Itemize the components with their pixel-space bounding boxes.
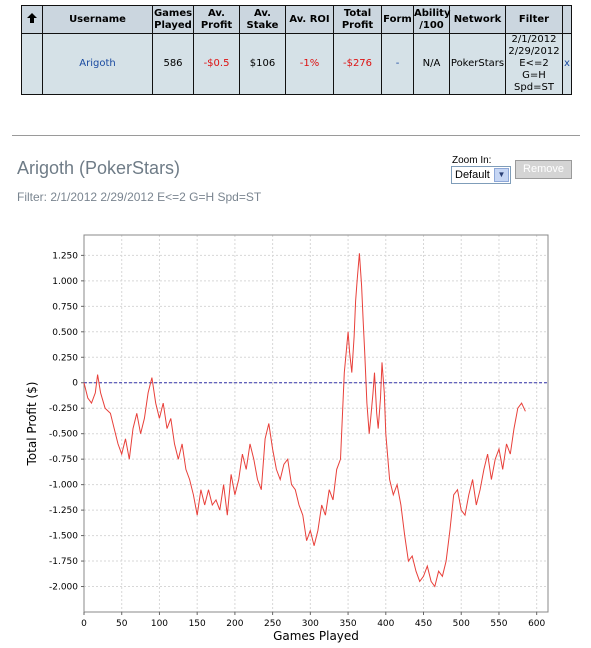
x-axis-label: Games Played — [273, 629, 359, 643]
y-axis-label: Total Profit ($) — [25, 382, 39, 467]
y-tick-label: 0.250 — [52, 353, 78, 363]
filter-summary: Filter: 2/1/2012 2/29/2012 E<=2 G=H Spd=… — [17, 190, 262, 204]
y-tick-label: -1.750 — [49, 557, 78, 567]
col-av-profit[interactable]: Av. Profit — [193, 5, 240, 34]
col-label: Played — [154, 19, 192, 31]
chevron-down-icon[interactable]: ▼ — [494, 168, 509, 182]
filter-line: 2/29/2012 — [508, 46, 560, 57]
x-tick-label: 500 — [453, 619, 470, 629]
filter-line: 2/1/2012 — [511, 34, 557, 45]
table-row: Arigoth 586 -$0.5 $106 -1% -$276 - N/A P… — [21, 33, 572, 95]
axis-ticks: 0 50 100 150 200 250 300 350 400 450 500 550 600 1.25… — [49, 251, 546, 629]
col-label: Av. ROI — [289, 13, 330, 25]
col-label: Form — [383, 13, 412, 25]
col-games-played[interactable]: Games Played — [152, 5, 194, 34]
form-cell: - — [381, 33, 414, 95]
av-roi-cell: -1% — [285, 33, 334, 95]
col-label: Av. — [254, 7, 271, 19]
x-tick-label: 600 — [528, 619, 545, 629]
section-divider — [12, 135, 580, 136]
filter-line: E<=2 G=H — [519, 58, 549, 81]
col-filter[interactable]: Filter — [505, 5, 563, 34]
col-label: Profit — [341, 19, 374, 31]
col-label: Total — [343, 7, 372, 19]
col-label: Av. — [208, 7, 225, 19]
remove-row-link[interactable]: x — [564, 58, 570, 69]
y-tick-label: -0.250 — [49, 404, 78, 414]
stats-table: Username Games Played Av. Profit Av. Stake … — [21, 5, 572, 95]
username-link[interactable]: Arigoth — [79, 58, 116, 69]
chart-grid — [83, 235, 548, 612]
x-tick-label: 550 — [490, 619, 507, 629]
series-line — [83, 253, 526, 588]
col-form[interactable]: Form — [381, 5, 414, 34]
y-tick-label: 1.250 — [52, 251, 78, 261]
col-av-stake[interactable]: Av. Stake — [239, 5, 286, 34]
col-total-profit[interactable]: Total Profit — [333, 5, 382, 34]
y-tick-label: -0.750 — [49, 455, 78, 465]
sort-column-header[interactable] — [21, 5, 43, 34]
username-cell: Arigoth — [42, 33, 153, 95]
y-tick-label: -1.250 — [49, 506, 78, 516]
x-tick-label: 450 — [415, 619, 432, 629]
up-arrow-icon[interactable] — [26, 12, 38, 24]
x-tick-label: 0 — [81, 619, 87, 629]
stats-header-row: Username Games Played Av. Profit Av. Stake … — [21, 5, 572, 34]
network-cell: PokerStars — [449, 33, 506, 95]
col-label: Games — [153, 7, 193, 19]
x-tick-label: 350 — [339, 619, 356, 629]
x-tick-label: 250 — [264, 619, 281, 629]
player-stats-table: Username Games Played Av. Profit Av. Stake … — [21, 5, 572, 95]
zoom-label: Zoom In: — [452, 155, 492, 166]
col-label: Profit — [200, 19, 233, 31]
x-tick-label: 200 — [226, 619, 243, 629]
y-tick-label: 0.750 — [52, 302, 78, 312]
zoom-selected-value: Default — [455, 169, 490, 181]
col-label: Ability — [414, 7, 451, 19]
x-tick-label: 400 — [377, 619, 394, 629]
av-stake-cell: $106 — [239, 33, 286, 95]
col-label: Username — [69, 13, 126, 25]
col-label: Network — [453, 13, 502, 25]
col-label: Filter — [518, 13, 550, 25]
remove-button[interactable]: Remove — [515, 160, 572, 179]
y-tick-label: 1.000 — [52, 277, 78, 287]
y-tick-label: 0 — [72, 379, 78, 389]
x-tick-label: 300 — [302, 619, 319, 629]
filter-line: Spd=ST — [514, 82, 554, 93]
page-title: Arigoth (PokerStars) — [17, 158, 181, 178]
x-tick-label: 100 — [151, 619, 168, 629]
y-tick-label: -0.500 — [49, 430, 78, 440]
col-username[interactable]: Username — [42, 5, 153, 34]
y-tick-label: -1.000 — [49, 481, 78, 491]
zoom-select[interactable]: Default ▼ — [451, 166, 511, 184]
x-tick-label: 150 — [189, 619, 206, 629]
filter-cell: 2/1/2012 2/29/2012 E<=2 G=H Spd=ST — [505, 33, 563, 95]
col-label: /100 — [419, 19, 444, 31]
games-played-cell: 586 — [152, 33, 194, 95]
y-tick-label: -2.000 — [49, 583, 78, 593]
av-profit-cell: -$0.5 — [193, 33, 240, 95]
plot-area — [83, 234, 549, 613]
x-tick-label: 50 — [116, 619, 128, 629]
remove-cell: x — [562, 33, 572, 95]
y-tick-label: 0.500 — [52, 328, 78, 338]
col-label: Stake — [246, 19, 279, 31]
y-tick-label: -1.500 — [49, 532, 78, 542]
